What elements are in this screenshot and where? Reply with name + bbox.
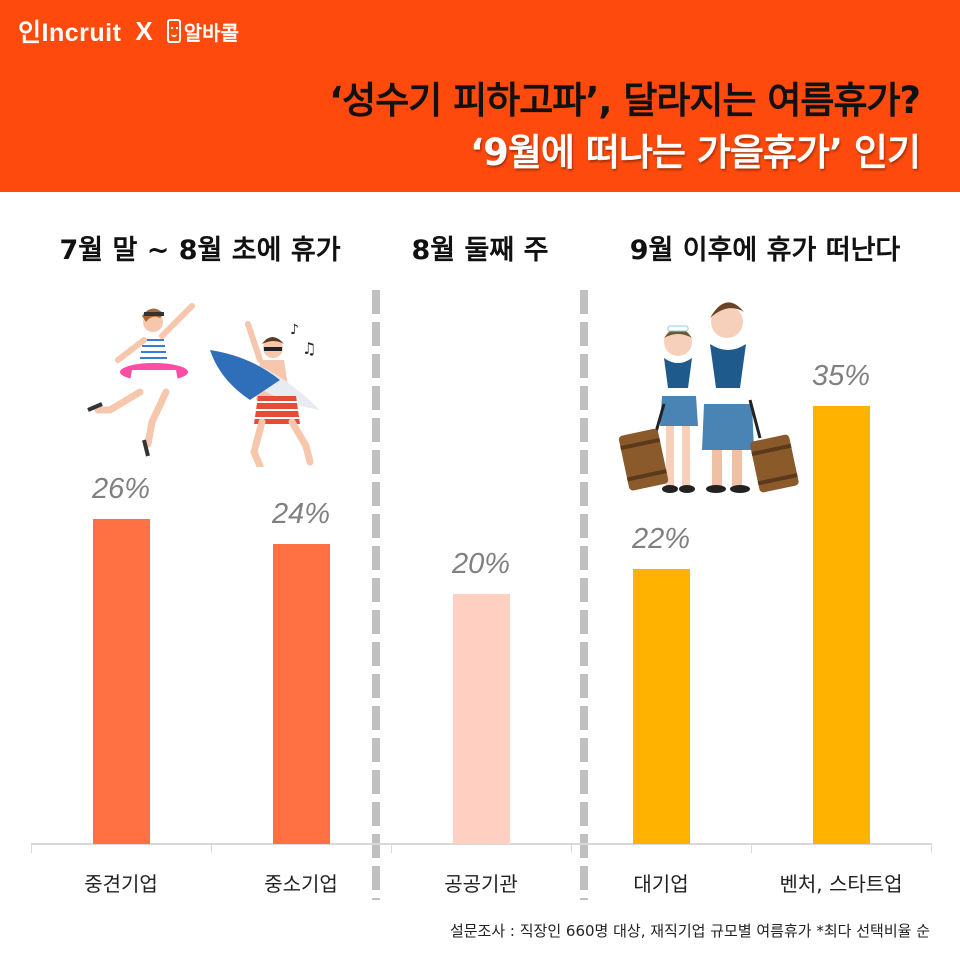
category-label-large: 대기업 xyxy=(633,872,689,896)
category-label-midsize: 중견기업 xyxy=(84,872,158,896)
x-axis-tick xyxy=(931,843,932,853)
bar xyxy=(453,594,510,844)
section-label-aug-week2: 8월 둘째 주 xyxy=(411,235,549,266)
svg-text:♫: ♫ xyxy=(302,339,316,358)
bar-value-label: 35% xyxy=(811,360,871,392)
bar xyxy=(633,569,690,844)
category-label-startup: 벤처, 스타트업 xyxy=(779,872,903,896)
header-banner: 인incruit X 알바콜 ‘성수기 피하고파’, 달라지는 여름휴가? ‘9… xyxy=(0,0,960,192)
albacol-logo: 알바콜 xyxy=(166,17,239,46)
bar-value-label: 20% xyxy=(451,548,511,580)
x-axis-tick xyxy=(751,843,752,853)
x-axis-tick xyxy=(571,843,572,853)
category-label-public: 공공기관 xyxy=(444,872,518,896)
x-axis-tick xyxy=(391,843,392,853)
brand-separator: X xyxy=(135,15,153,46)
brand-logos: 인incruit X 알바콜 xyxy=(18,14,239,48)
bar xyxy=(273,544,330,844)
page-title-line1: ‘성수기 피하고파’, 달라지는 여름휴가? xyxy=(329,79,921,122)
svg-text:♪: ♪ xyxy=(290,322,299,338)
section-label-september: 9월 이후에 휴가 떠난다 xyxy=(629,235,901,266)
bar-value-label: 24% xyxy=(271,498,331,530)
bar xyxy=(813,406,870,844)
x-axis-line xyxy=(31,843,932,845)
phone-smile-icon xyxy=(166,19,181,43)
section-label-late-july: 7월 말 ~ 8월 초에 휴가 xyxy=(59,235,341,266)
bar-value-label: 22% xyxy=(631,523,691,555)
bar xyxy=(93,519,150,844)
bar-value-label: 26% xyxy=(91,473,151,505)
group-separator-1 xyxy=(372,290,380,900)
x-axis-tick xyxy=(31,843,32,853)
travelers-with-luggage-illustration xyxy=(618,302,799,493)
incruit-logo: 인incruit xyxy=(18,19,122,47)
summer-beach-couple-illustration: ♪ ♫ xyxy=(87,303,320,467)
survey-footnote: 설문조사 : 직장인 660명 대상, 재직기업 규모별 여름휴가 *최다 선택… xyxy=(449,922,930,940)
page-title-line2: ‘9월에 떠나는 가을휴가’ 인기 xyxy=(470,131,921,174)
group-separator-2 xyxy=(580,290,588,900)
category-label-small: 중소기업 xyxy=(264,872,338,896)
x-axis-tick xyxy=(211,843,212,853)
